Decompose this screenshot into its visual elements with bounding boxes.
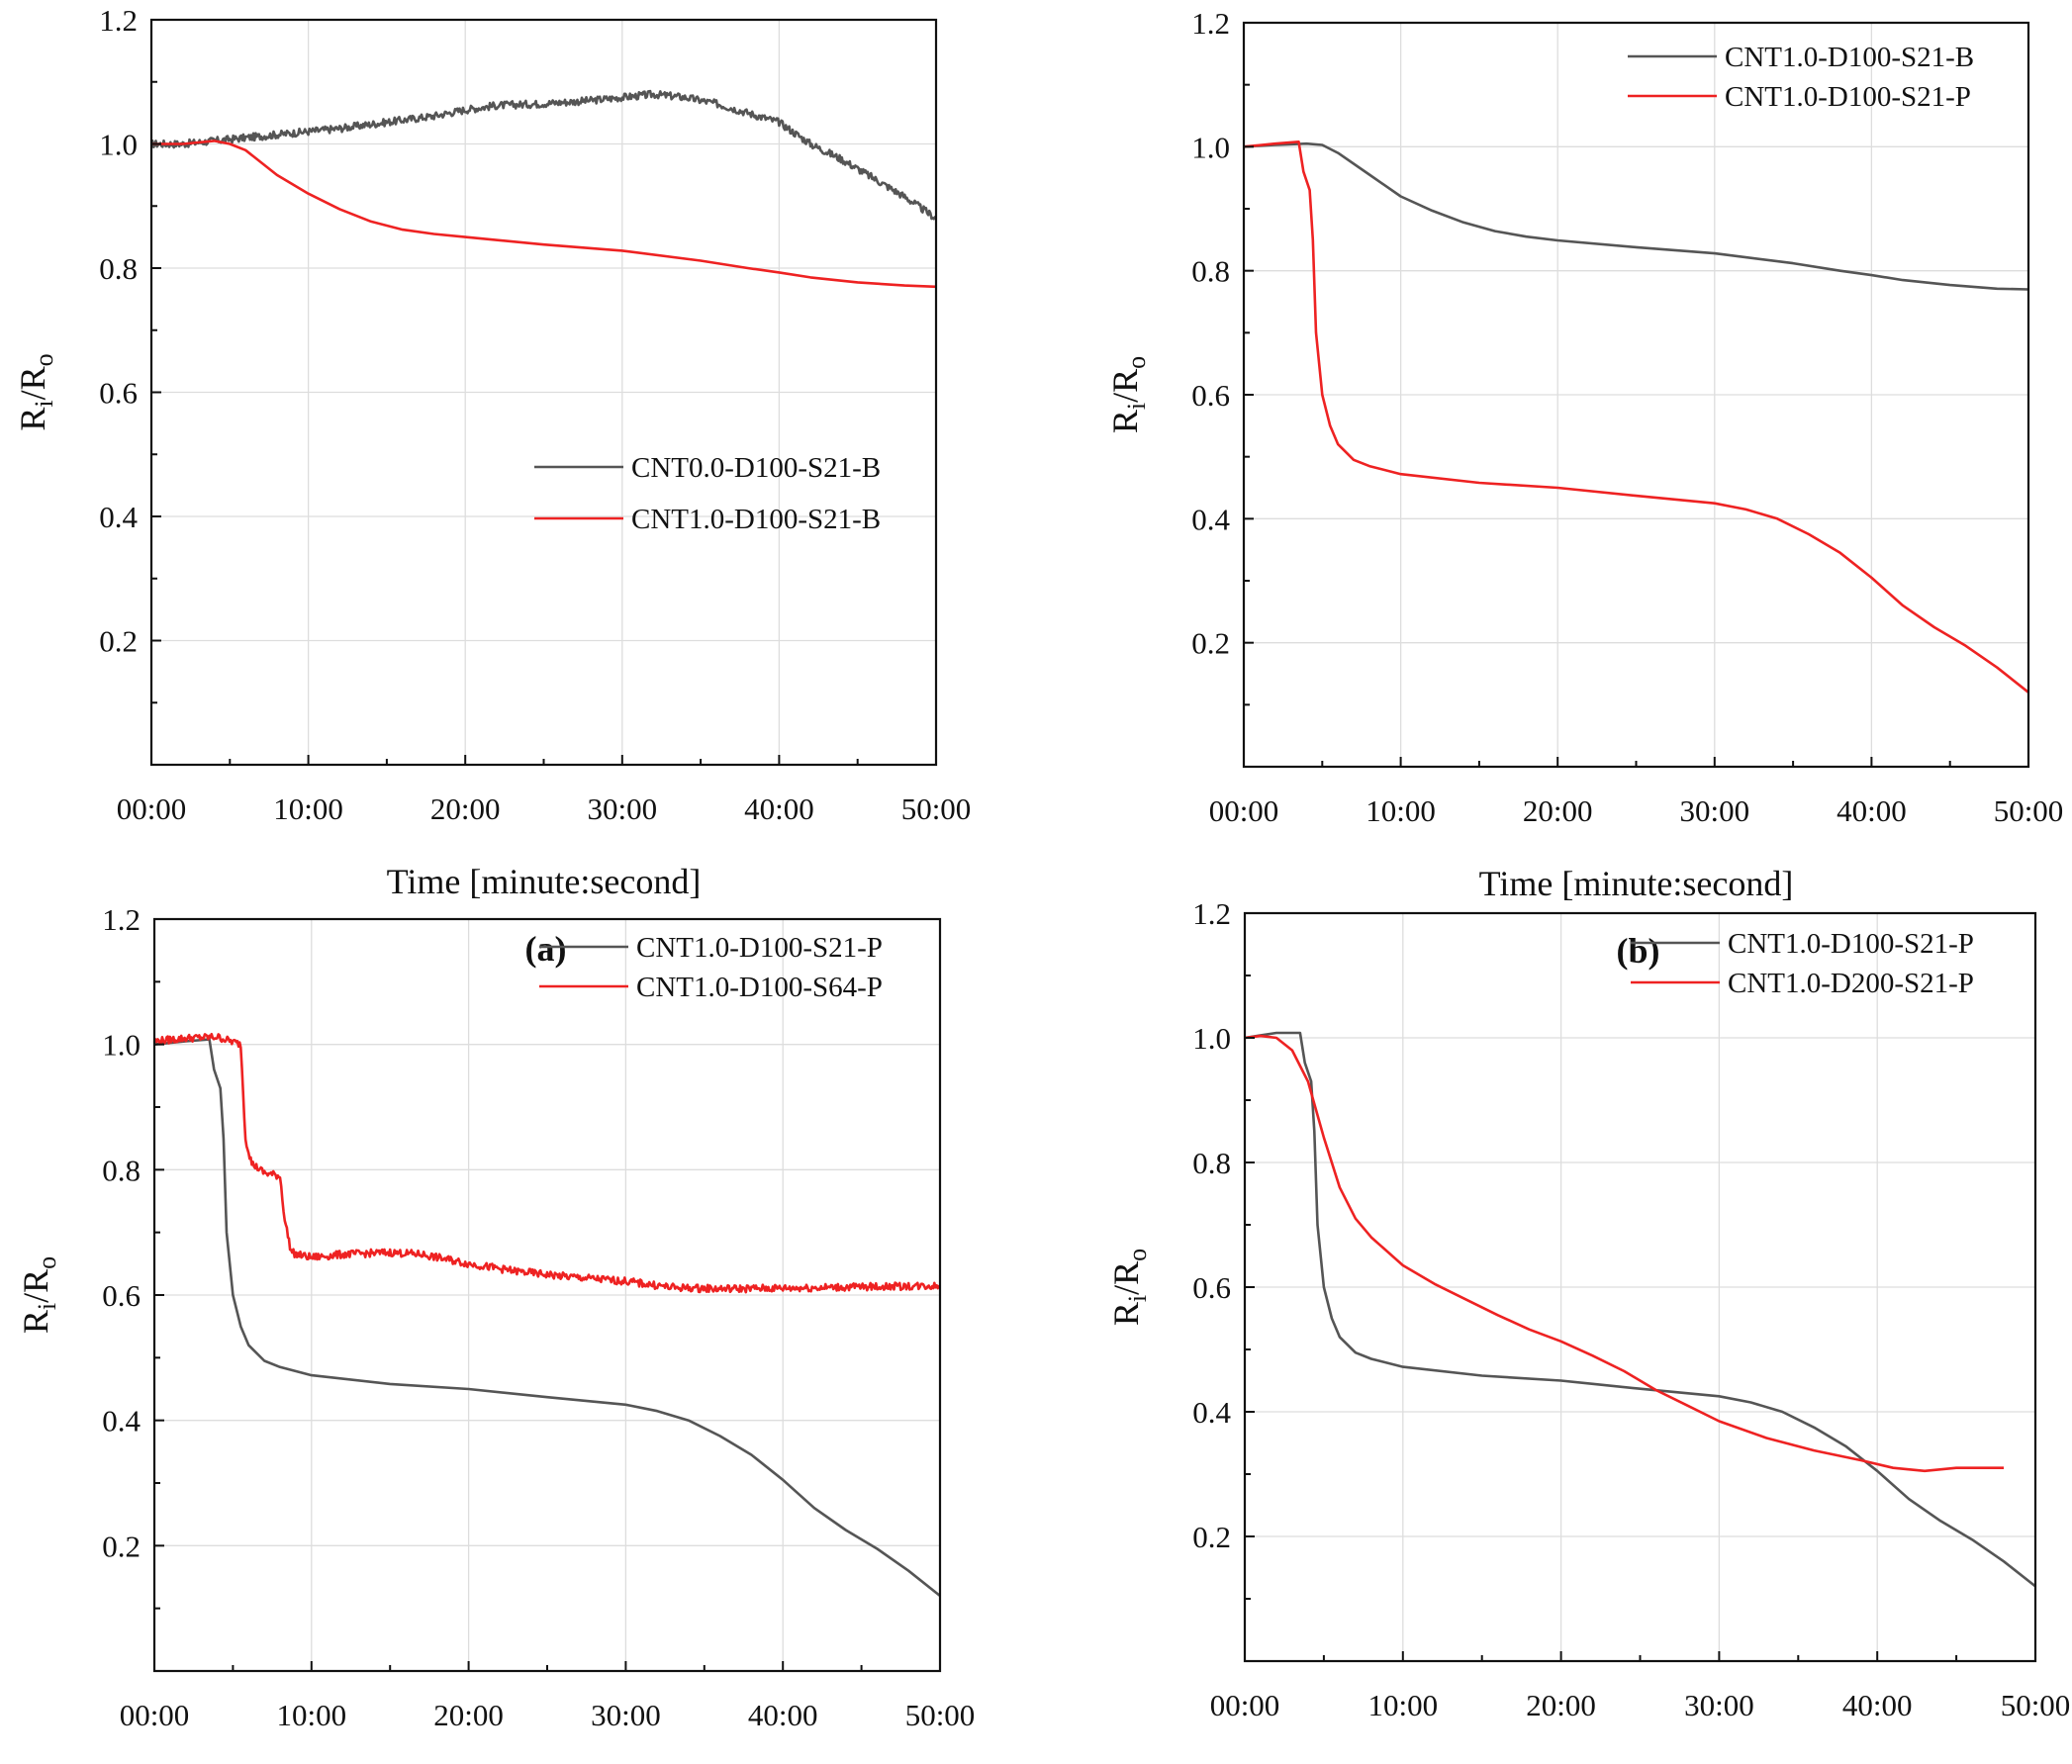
series-line-cnt1.0-d100-s21-b — [1243, 141, 2029, 291]
y-axis-title-part: /R — [13, 366, 52, 400]
y-axis-title-text: Ri/Ro — [1105, 356, 1151, 433]
y-axis-title: Ri/Ro — [1105, 356, 1151, 433]
y-axis-title-text: Ri/Ro — [16, 1256, 61, 1334]
x-tick-label: 30:00 — [1679, 793, 1749, 828]
y-tick-label: 0.2 — [1191, 626, 1230, 661]
y-axis-title-part: o — [1122, 356, 1151, 369]
x-tick-label: 50:00 — [1994, 793, 2064, 828]
x-tick-label: 50:00 — [2001, 1688, 2071, 1722]
x-axis-title: Time [minute:second] — [387, 862, 702, 901]
series-line-cnt1.0-d100-s64-p — [152, 1032, 941, 1294]
x-axis-title: Time [minute:second] — [1479, 864, 1794, 903]
x-tick-label: 50:00 — [905, 1698, 976, 1732]
x-tick-label: 10:00 — [1366, 793, 1436, 828]
y-axis-title-part: o — [1123, 1249, 1152, 1261]
series-line-cnt1.0-d100-s21-p — [1243, 140, 2029, 694]
legend-label: CNT1.0-D100-S21-P — [636, 932, 883, 964]
y-axis-title-text: Ri/Ro — [13, 353, 58, 430]
x-tick-label: 00:00 — [117, 791, 187, 826]
y-axis-title-part: i — [1123, 1295, 1152, 1302]
y-tick-label: 1.2 — [99, 3, 138, 38]
y-axis-title: Ri/Ro — [16, 1256, 61, 1334]
y-axis-title-part: i — [1122, 403, 1151, 410]
y-axis-title-part: i — [30, 400, 58, 407]
y-axis-title-part: R — [13, 408, 52, 431]
legend-label: CNT1.0-D100-S64-P — [636, 972, 883, 1003]
legend-label: CNT1.0-D100-S21-P — [1728, 928, 1974, 960]
y-tick-label: 0.2 — [1192, 1520, 1231, 1554]
y-tick-label: 1.2 — [1191, 6, 1230, 41]
y-tick-label: 0.8 — [99, 251, 138, 286]
x-tick-label: 40:00 — [744, 791, 814, 826]
y-tick-label: 0.2 — [102, 1529, 141, 1563]
y-axis-title: Ri/Ro — [13, 353, 58, 430]
series-line-cnt1.0-d200-s21-p — [1244, 1034, 2004, 1473]
y-tick-label: 1.2 — [1192, 896, 1231, 931]
y-tick-label: 0.4 — [1192, 1395, 1231, 1430]
y-tick-label: 0.8 — [1191, 254, 1230, 289]
legend-label: CNT1.0-D100-S21-B — [631, 504, 881, 535]
panel-c: CNT1.0-D100-S21-P CNT1.0-D100-S64-P 00:00 1… — [16, 902, 976, 1732]
series-line-cnt1.0-d100-s21-b — [151, 139, 937, 289]
y-axis-title-part: /R — [16, 1269, 55, 1303]
x-tick-label: 30:00 — [591, 1698, 661, 1732]
panel-b: CNT1.0-D100-S21-B CNT1.0-D100-S21-P 00:00 1… — [1105, 6, 2063, 971]
panel-d: CNT1.0-D100-S21-P CNT1.0-D200-S21-P 00:00 1… — [1106, 896, 2071, 1764]
x-tick-label: 00:00 — [120, 1698, 190, 1732]
x-tick-label: 10:00 — [273, 791, 343, 826]
panel-caption: (a) — [525, 929, 567, 969]
y-tick-label: 0.8 — [102, 1153, 141, 1187]
y-tick-label: 1.0 — [1191, 130, 1230, 164]
legend-label: CNT1.0-D200-S21-P — [1728, 968, 1974, 999]
y-axis-title-part: o — [30, 353, 58, 366]
x-tick-label: 10:00 — [276, 1698, 346, 1732]
y-tick-label: 0.2 — [99, 624, 138, 659]
x-tick-label: 40:00 — [748, 1698, 818, 1732]
series-line-cnt1.0-d100-s21-p — [1244, 1031, 2036, 1588]
y-axis-title-part: R — [16, 1310, 55, 1334]
x-tick-label: 30:00 — [1684, 1688, 1754, 1722]
y-axis-title: Ri/Ro — [1106, 1249, 1152, 1326]
y-tick-label: 0.6 — [1191, 378, 1230, 413]
y-axis-title-part: /R — [1105, 369, 1145, 403]
legend-label: CNT1.0-D100-S21-P — [1725, 81, 1971, 113]
y-tick-label: 1.2 — [102, 902, 141, 937]
y-tick-label: 0.4 — [102, 1404, 141, 1439]
x-tick-label: 20:00 — [433, 1698, 504, 1732]
x-tick-label: 20:00 — [1526, 1688, 1596, 1722]
y-tick-label: 1.0 — [102, 1028, 141, 1063]
x-tick-label: 00:00 — [1210, 1688, 1280, 1722]
y-tick-label: 0.4 — [99, 500, 138, 534]
x-tick-label: 40:00 — [1842, 1688, 1913, 1722]
x-tick-label: 30:00 — [587, 791, 657, 826]
y-axis-title-text: Ri/Ro — [1106, 1249, 1152, 1326]
x-tick-label: 20:00 — [430, 791, 501, 826]
y-axis-title-part: R — [1106, 1302, 1146, 1326]
legend-label: CNT1.0-D100-S21-B — [1725, 42, 1974, 73]
y-tick-label: 0.4 — [1191, 502, 1230, 536]
series-line-cnt0.0-d100-s21-b — [150, 89, 937, 221]
y-tick-label: 1.0 — [1192, 1021, 1231, 1056]
y-tick-label: 0.6 — [1192, 1270, 1231, 1305]
x-tick-label: 50:00 — [901, 791, 972, 826]
y-axis-title-part: i — [33, 1303, 61, 1310]
x-tick-label: 00:00 — [1209, 793, 1279, 828]
x-tick-label: 20:00 — [1523, 793, 1593, 828]
y-axis-title-part: o — [33, 1256, 61, 1269]
panel-caption: (b) — [1617, 931, 1660, 971]
y-tick-label: 0.8 — [1192, 1146, 1231, 1180]
y-tick-label: 0.6 — [102, 1278, 141, 1313]
x-tick-label: 10:00 — [1367, 1688, 1438, 1722]
series-line-cnt1.0-d100-s21-p — [153, 1038, 941, 1598]
x-tick-label: 40:00 — [1837, 793, 1907, 828]
y-axis-title-part: R — [1105, 410, 1145, 433]
y-tick-label: 0.6 — [99, 376, 138, 411]
legend-label: CNT0.0-D100-S21-B — [631, 452, 881, 484]
y-axis-title-part: /R — [1106, 1261, 1146, 1295]
y-tick-label: 1.0 — [99, 128, 138, 162]
panel-a: CNT0.0-D100-S21-B CNT1.0-D100-S21-B 00:00 1… — [13, 3, 971, 969]
